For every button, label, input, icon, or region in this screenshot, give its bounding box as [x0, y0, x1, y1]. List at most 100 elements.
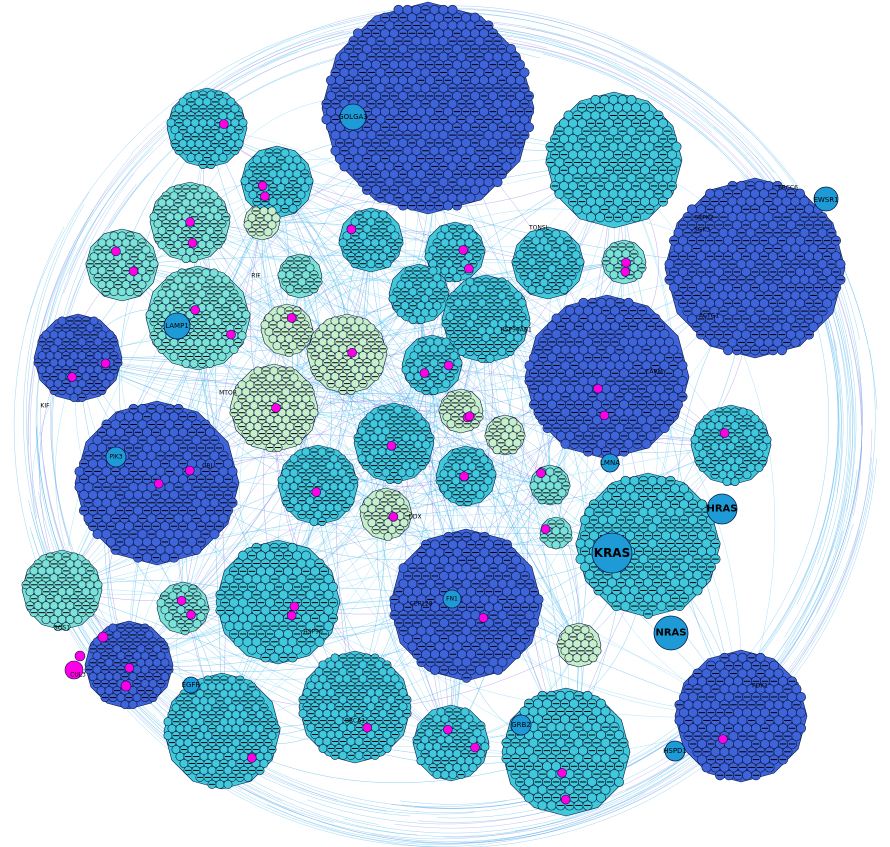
boundary-edge — [525, 27, 775, 173]
edge — [128, 364, 433, 666]
edge — [385, 444, 732, 517]
boundary-edge — [692, 109, 850, 648]
highlight-node — [388, 512, 399, 522]
highlight-node — [459, 471, 469, 482]
edge — [276, 181, 567, 753]
node — [292, 155, 302, 165]
boundary-edge — [31, 512, 179, 741]
node — [554, 188, 565, 199]
node — [658, 118, 668, 129]
highlight-node — [260, 191, 270, 202]
edge — [197, 317, 356, 708]
boundary-edge — [784, 296, 848, 638]
node — [383, 532, 393, 542]
boundary-edge — [55, 55, 353, 356]
edge — [277, 601, 742, 718]
node — [117, 287, 127, 297]
node — [181, 254, 191, 264]
node — [586, 212, 596, 223]
edge — [221, 239, 383, 732]
boundary-edge — [713, 126, 853, 550]
node — [125, 287, 135, 297]
node — [416, 315, 426, 325]
node — [667, 149, 677, 160]
edge — [261, 221, 549, 264]
node — [497, 347, 507, 357]
node — [506, 43, 516, 54]
node — [799, 196, 810, 207]
node — [633, 270, 643, 280]
node — [662, 173, 673, 184]
highlight-node — [286, 313, 297, 323]
node — [384, 192, 395, 203]
node — [501, 161, 512, 172]
node — [452, 273, 462, 283]
node — [217, 352, 227, 361]
highlight-node — [67, 372, 77, 382]
node — [149, 259, 159, 269]
edge — [61, 513, 387, 591]
node — [519, 67, 530, 78]
node — [226, 97, 236, 107]
node — [622, 212, 632, 223]
node — [709, 337, 720, 348]
highlight-node — [593, 383, 603, 394]
boundary-edge — [266, 458, 877, 847]
highlight-node — [599, 410, 610, 421]
edge — [128, 318, 487, 666]
node — [470, 12, 480, 23]
highlight-node — [464, 263, 474, 274]
node — [218, 153, 228, 163]
node — [572, 204, 583, 215]
node — [479, 184, 489, 195]
edge — [128, 353, 348, 666]
node — [457, 347, 467, 357]
edge — [128, 664, 452, 748]
node — [662, 188, 673, 199]
highlight-node — [536, 468, 546, 478]
highlight-node — [443, 360, 454, 371]
node — [181, 358, 191, 368]
boundary-edge — [26, 25, 332, 323]
node — [640, 102, 650, 113]
boundary-edge — [68, 26, 639, 275]
edge — [61, 181, 278, 591]
edge — [182, 221, 263, 609]
node — [641, 438, 652, 449]
node — [137, 280, 147, 290]
node — [441, 379, 451, 389]
node — [141, 245, 151, 255]
highlight-node — [346, 224, 357, 235]
node — [447, 4, 458, 15]
edge — [128, 267, 756, 666]
highlight-node — [128, 266, 139, 277]
node — [197, 184, 207, 194]
highlight-node — [226, 329, 236, 340]
node — [109, 287, 119, 297]
node — [535, 285, 545, 295]
node — [304, 176, 314, 186]
node — [429, 386, 439, 396]
node — [795, 188, 805, 199]
node — [742, 470, 752, 480]
node — [230, 104, 240, 114]
node — [659, 423, 670, 434]
node — [443, 490, 453, 500]
boundary-edge — [240, 428, 873, 844]
node — [293, 436, 303, 446]
node — [186, 153, 196, 163]
node — [443, 200, 453, 211]
node — [492, 445, 502, 455]
node — [592, 446, 602, 457]
node — [189, 358, 199, 368]
node — [272, 341, 282, 351]
boundary-edge — [392, 21, 863, 517]
node — [560, 438, 571, 449]
edge — [276, 181, 370, 603]
node — [382, 259, 392, 269]
boundary-edge — [143, 531, 843, 837]
boundary-edge — [380, 28, 855, 512]
node — [626, 94, 637, 105]
